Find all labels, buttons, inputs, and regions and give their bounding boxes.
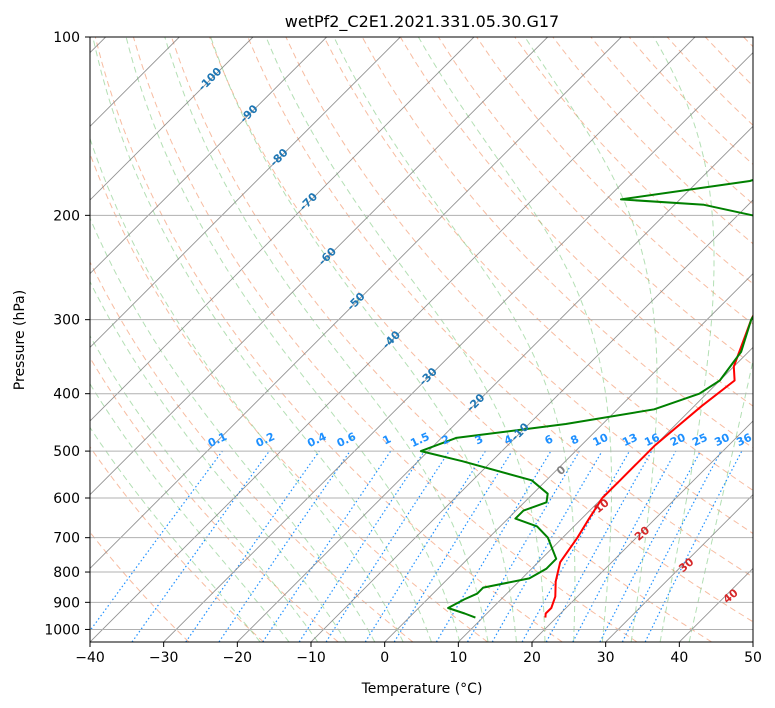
moist-adiabat-line bbox=[90, 280, 347, 642]
moist-adiabat-line bbox=[333, 37, 576, 642]
mixing-ratio-line bbox=[572, 450, 677, 642]
plot-frame bbox=[89, 36, 754, 643]
x-tick-label: 50 bbox=[744, 650, 762, 666]
mixing-ratio-line bbox=[185, 450, 320, 642]
mixing-ratio-line bbox=[218, 450, 351, 642]
moist-adiabat-line bbox=[210, 37, 517, 642]
isotherm-line bbox=[90, 37, 622, 569]
x-tick-label: 0 bbox=[380, 650, 389, 666]
moist-adiabat-line bbox=[417, 37, 613, 642]
dry-adiabat-line bbox=[90, 260, 414, 642]
x-tick-label: −10 bbox=[296, 650, 326, 666]
isotherm-line bbox=[90, 37, 696, 642]
y-tick-label: 400 bbox=[53, 387, 80, 403]
mixing-ratio-label: 13 bbox=[620, 431, 639, 449]
moist-adiabat-line bbox=[90, 382, 290, 642]
moist-adiabat-line bbox=[92, 37, 432, 642]
x-tick-label: 20 bbox=[523, 650, 541, 666]
isotherm-line bbox=[90, 37, 327, 275]
isotherm-line bbox=[90, 37, 475, 422]
moist-adiabat-line bbox=[90, 216, 376, 642]
mixing-ratio-line bbox=[545, 450, 653, 642]
x-tick-label: 10 bbox=[449, 650, 467, 666]
dewpoint-profile-line bbox=[419, 178, 753, 619]
isotherm-line bbox=[458, 346, 753, 642]
x-tick-label: −30 bbox=[149, 650, 179, 666]
moist-adiabat-line bbox=[90, 334, 319, 642]
isotherm-line bbox=[384, 273, 753, 642]
mixing-ratio-line bbox=[393, 450, 513, 642]
mixing-ratio-line bbox=[262, 450, 392, 642]
x-tick-label: 40 bbox=[670, 650, 688, 666]
y-tick-label: 600 bbox=[53, 491, 80, 507]
y-tick-label: 500 bbox=[53, 444, 80, 460]
mixing-ratio-line bbox=[90, 450, 223, 632]
isotherm-line bbox=[237, 125, 753, 642]
mixing-ratio-line bbox=[521, 450, 631, 642]
x-tick-label: −20 bbox=[223, 650, 253, 666]
mixing-ratio-label: 10 bbox=[591, 431, 611, 449]
dry-adiabat-line bbox=[514, 37, 753, 285]
moist-adiabat-line bbox=[524, 37, 658, 642]
y-tick-label: 1000 bbox=[44, 622, 80, 638]
mixing-ratio-line bbox=[644, 450, 743, 642]
y-axis-label: Pressure (hPa) bbox=[12, 290, 28, 390]
mixing-ratio-label: 20 bbox=[668, 431, 688, 449]
moist-adiabat-line bbox=[90, 426, 261, 642]
y-tick-label: 800 bbox=[53, 565, 80, 581]
dry-adiabat-line bbox=[323, 37, 753, 491]
x-tick-label: 30 bbox=[597, 650, 615, 666]
isotherm-line bbox=[90, 37, 401, 348]
isotherm-line bbox=[531, 420, 753, 642]
y-tick-label: 700 bbox=[53, 531, 80, 547]
isotherm-line bbox=[90, 37, 548, 496]
mixing-ratio-label: 25 bbox=[690, 431, 709, 449]
mixing-ratio-label: 16 bbox=[642, 431, 662, 449]
dry-adiabat-line bbox=[94, 37, 563, 642]
moist-adiabat-line bbox=[688, 358, 753, 642]
moist-adiabat-line bbox=[125, 37, 461, 642]
x-axis-label: Temperature (°C) bbox=[361, 681, 483, 697]
y-tick-label: 900 bbox=[53, 595, 80, 611]
dry-adiabat-line bbox=[285, 37, 753, 535]
y-tick-label: 300 bbox=[53, 313, 80, 329]
mixing-ratio-line bbox=[298, 450, 425, 642]
dry-adiabat-line bbox=[90, 356, 339, 642]
dry-adiabat-line bbox=[247, 37, 753, 578]
isotherm-line bbox=[90, 37, 254, 201]
isotherm-line bbox=[310, 199, 753, 642]
mixing-ratio-line bbox=[325, 450, 450, 642]
isotherm-line bbox=[163, 52, 753, 642]
dry-adiabat-line bbox=[209, 37, 753, 623]
chart-title: wetPf2_C2E1.2021.331.05.30.G17 bbox=[285, 12, 559, 32]
moist-adiabat-line bbox=[164, 37, 489, 642]
temperature-profile-line bbox=[544, 313, 753, 618]
y-tick-label: 200 bbox=[53, 208, 80, 224]
dry-adiabat-line bbox=[171, 37, 712, 642]
dry-adiabat-line bbox=[90, 446, 264, 642]
moist-adiabat-line bbox=[265, 37, 546, 642]
moist-adiabat-line bbox=[653, 37, 715, 642]
isotherm-line bbox=[605, 494, 753, 642]
x-tick-label: −40 bbox=[75, 650, 105, 666]
dry-adiabat-line bbox=[476, 37, 753, 325]
y-tick-label: 100 bbox=[53, 30, 80, 46]
mixing-ratio-label: 30 bbox=[712, 431, 732, 449]
mixing-ratio-label: 36 bbox=[734, 431, 754, 449]
moist-adiabat-line bbox=[90, 137, 404, 642]
mixing-ratio-line bbox=[131, 450, 270, 642]
